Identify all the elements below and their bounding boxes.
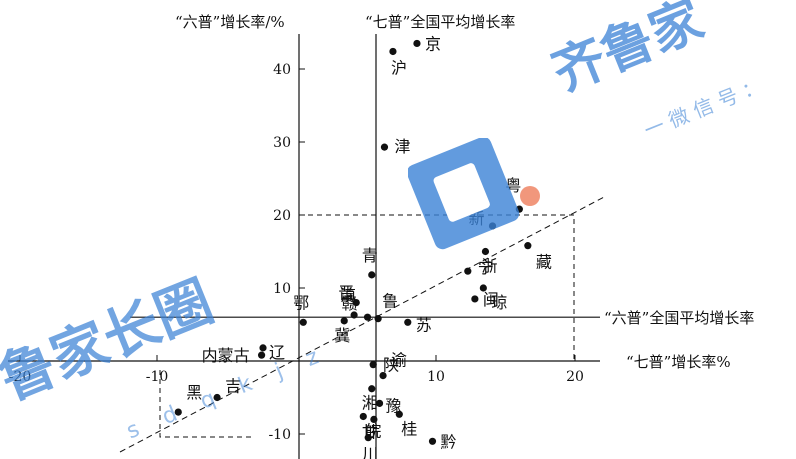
data-point <box>380 143 389 151</box>
data-point <box>259 344 267 352</box>
x-tick-label: -20 <box>9 369 32 385</box>
y-tick-label: 30 <box>273 135 291 151</box>
data-point <box>488 222 497 230</box>
data-point-label: 宁 <box>478 258 494 277</box>
data-point <box>257 351 266 359</box>
data-point-label: 赣 <box>342 294 358 313</box>
y-tick-label: 40 <box>273 62 291 78</box>
data-point <box>481 247 490 256</box>
data-point-label: 藏 <box>536 253 552 272</box>
data-point <box>299 318 307 326</box>
data-point-label: 粤 <box>505 176 521 195</box>
data-point-label: 辽 <box>269 343 285 362</box>
data-point <box>404 318 412 326</box>
data-point <box>359 412 367 421</box>
data-point <box>364 434 372 442</box>
axes <box>8 34 607 459</box>
x-tick-label: -10 <box>146 369 169 385</box>
data-point-label: 京 <box>425 34 441 53</box>
data-point <box>213 393 221 402</box>
guide-dashed-20 <box>299 214 575 361</box>
data-point-label: 内蒙古 <box>202 346 250 365</box>
data-point <box>389 47 397 56</box>
data-point <box>374 315 382 323</box>
data-point <box>174 408 182 416</box>
data-point <box>515 205 523 213</box>
data-point-label: 豫 <box>386 396 402 415</box>
data-point <box>379 372 387 380</box>
data-point <box>352 299 360 307</box>
vertical-ref-label: “七普”全国平均增长率 <box>365 13 515 31</box>
data-point-label: 鄂 <box>293 293 309 312</box>
guide-dashed-neg10 <box>159 370 252 438</box>
data-point-label: 青 <box>362 246 378 265</box>
data-points: 京沪津粤新藏浙宁琼闽青苏鲁滇赣冀晋辽内蒙古鄂陕渝甘湘 豫皖川桂黔黑吉 <box>174 34 552 459</box>
data-point <box>368 385 376 393</box>
data-point <box>369 361 377 369</box>
data-point-label: 渝 <box>391 351 407 370</box>
data-point-label: 晋 <box>338 284 354 303</box>
data-point-label: 沪 <box>391 58 407 77</box>
x-tick-label: 10 <box>427 369 445 385</box>
data-point <box>413 39 421 48</box>
data-point <box>370 415 378 423</box>
data-point-label: 吉 <box>225 377 241 396</box>
data-point-label: 黑 <box>186 383 202 402</box>
data-point-label: 湘 <box>362 394 378 413</box>
data-point-label: 闽 <box>483 290 499 309</box>
data-point <box>368 271 376 279</box>
data-point <box>340 317 348 325</box>
data-point-label: 鲁 <box>382 292 398 311</box>
data-point <box>464 267 472 275</box>
y-axis-title: “六普”增长率/% <box>175 13 285 31</box>
horizontal-ref-label: “六普”全国平均增长率 <box>604 309 754 327</box>
data-point-label: 新 <box>469 209 485 228</box>
data-point-label: 滇 <box>340 286 356 305</box>
tick-labels: -10 10 20 30 40 -20 -10 10 20 <box>9 62 584 443</box>
data-point <box>350 311 358 319</box>
diagonal-dashed-line <box>119 195 607 453</box>
x-tick-label: 20 <box>566 369 584 385</box>
data-point-label: 陕 <box>383 356 399 375</box>
data-point-label: 川 <box>362 445 378 459</box>
y-tick-label: 20 <box>273 208 291 224</box>
data-point <box>524 242 532 250</box>
data-point-label: 琼 <box>491 293 507 312</box>
data-point-label: 桂 <box>401 419 417 438</box>
data-point <box>479 284 487 292</box>
data-point-label: 苏 <box>416 315 432 334</box>
data-point-label: 浙 <box>481 257 497 276</box>
data-point-label: 津 <box>394 137 410 156</box>
x-axis-title: “七普”增长率% <box>626 353 731 371</box>
data-point <box>428 437 437 445</box>
y-tick-label: -10 <box>268 427 291 443</box>
y-tick-label: 10 <box>273 281 291 297</box>
data-point-label: 黔 <box>440 432 456 451</box>
data-point <box>363 313 372 321</box>
data-point <box>375 399 384 407</box>
data-point-label: 冀 <box>334 326 350 345</box>
data-point <box>471 295 479 303</box>
data-point <box>395 410 403 418</box>
